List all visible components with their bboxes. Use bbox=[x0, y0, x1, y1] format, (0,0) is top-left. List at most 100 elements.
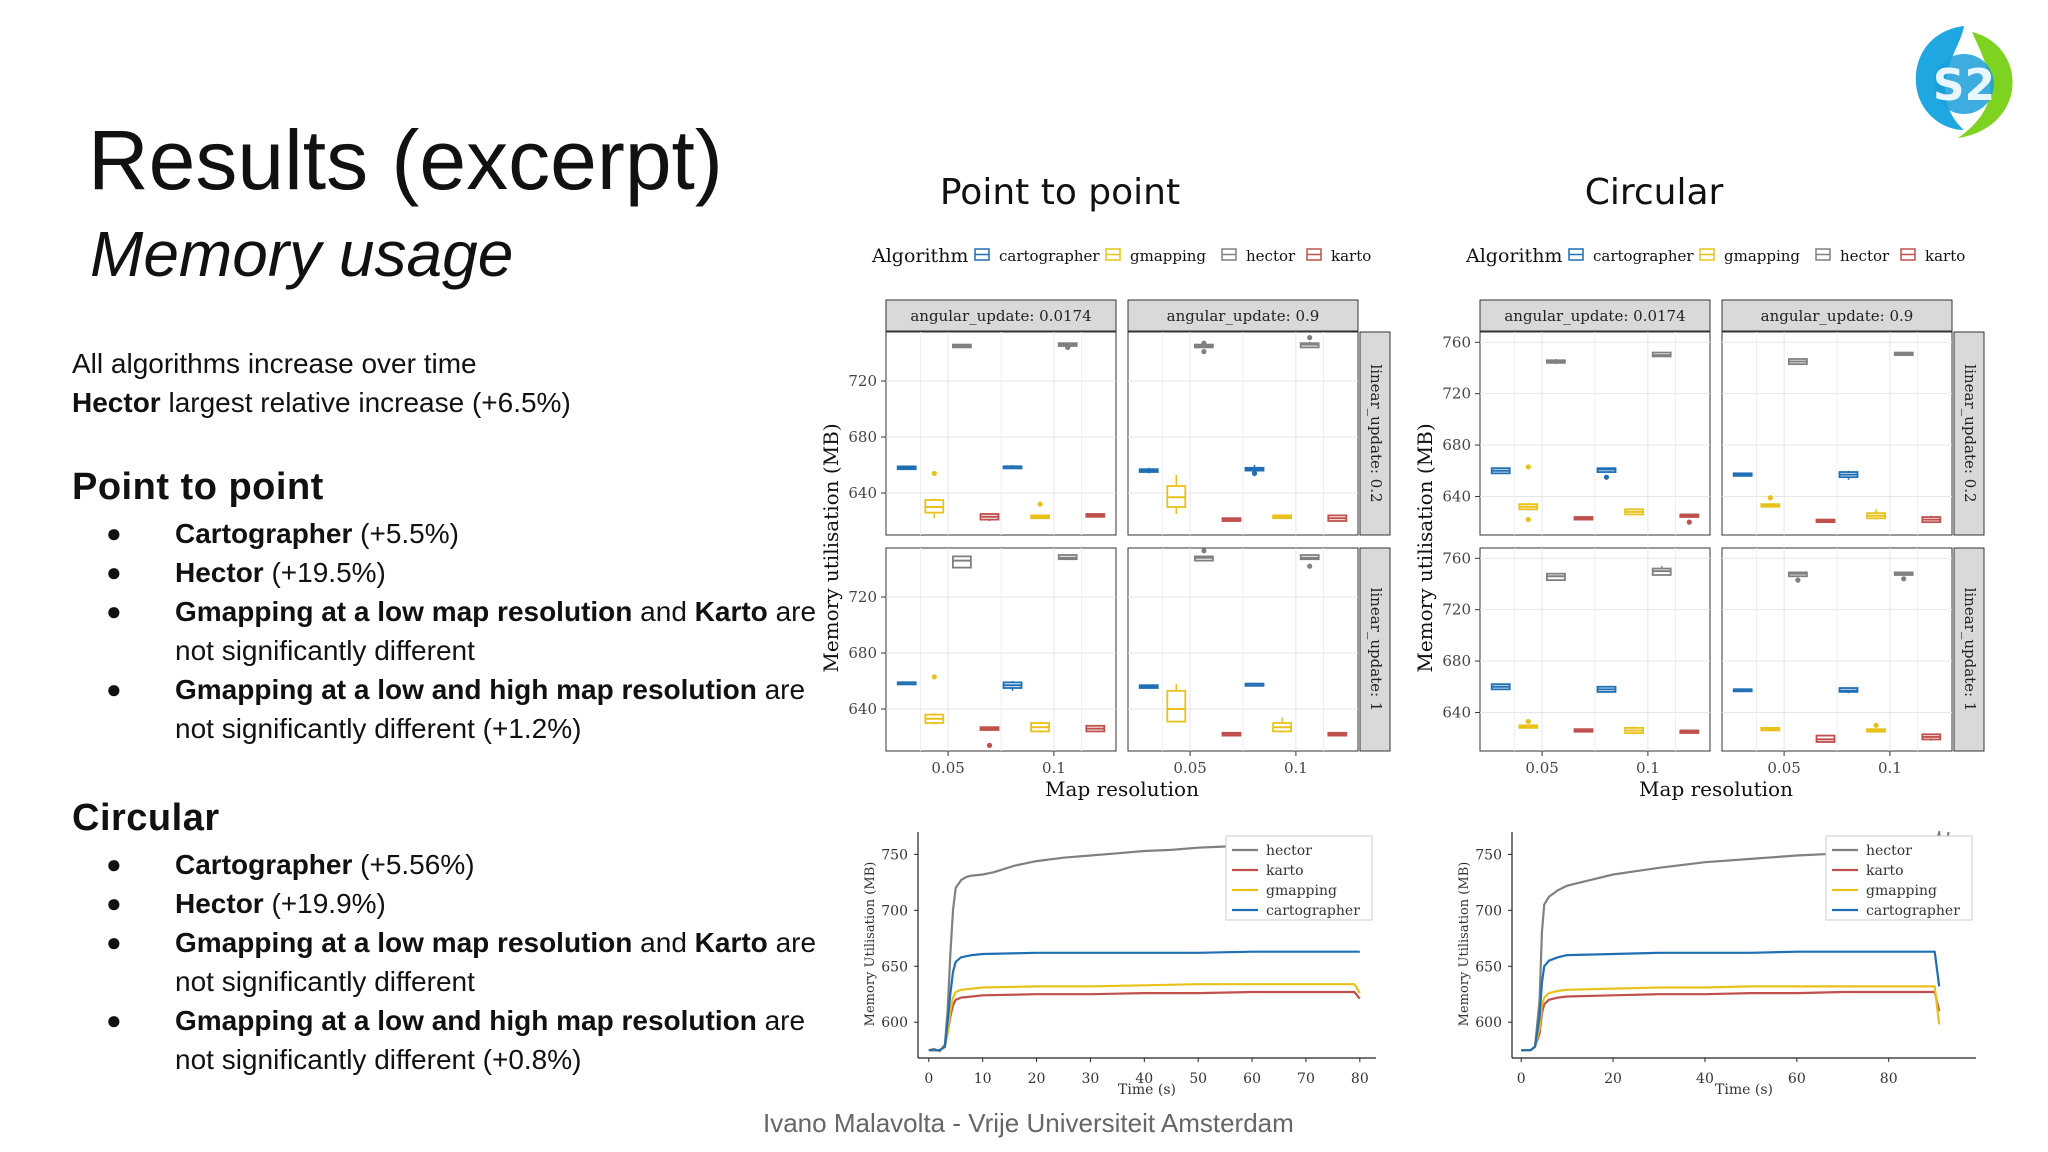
facet-col-label: angular_update: 0.0174 bbox=[1504, 307, 1685, 325]
bullet-text: Hector (+19.5%) bbox=[175, 553, 386, 592]
legend-item-karto: karto bbox=[1900, 247, 1965, 265]
legend-label: hector bbox=[1246, 247, 1296, 265]
linechart-point-to-point: 600 650 700 750 0 10 20 30 40 50 60 70 80 Time (s) Mem… bbox=[863, 832, 1376, 1096]
bold-text: Cartographer bbox=[175, 518, 353, 549]
box-cartographer-0.05 bbox=[1732, 688, 1753, 693]
x-tick-label: 50 bbox=[1189, 1071, 1207, 1087]
intro-line: All algorithms increase over time bbox=[72, 344, 477, 383]
box-gmapping-0.05 bbox=[1166, 474, 1187, 514]
box-cartographer-0.1 bbox=[1596, 467, 1617, 480]
bullet-text: Gmapping at a low and high map resolutio… bbox=[175, 670, 805, 709]
legend-label: cartographer bbox=[1593, 247, 1694, 265]
x-tick-label: 80 bbox=[1880, 1071, 1898, 1087]
s2-group-logo-icon: S2 bbox=[1898, 14, 2028, 144]
y-tick-label: 680 bbox=[1442, 436, 1471, 454]
box-karto-0.05 bbox=[979, 513, 1000, 521]
plain-text: not significantly different bbox=[175, 635, 475, 666]
box-karto-0.05 bbox=[1815, 518, 1836, 524]
outlier-point bbox=[931, 470, 937, 476]
x-tick-label: 10 bbox=[974, 1071, 992, 1087]
y-axis-label: Memory utilisation (MB) bbox=[1413, 423, 1437, 672]
box-karto-0.1 bbox=[1921, 515, 1942, 524]
legend-item-gmapping: gmapping bbox=[1232, 883, 1337, 899]
x-tick-label: 20 bbox=[1028, 1071, 1046, 1087]
outlier-point bbox=[1767, 495, 1773, 501]
outlier-point bbox=[1873, 722, 1879, 728]
legend-label: gmapping bbox=[1266, 883, 1337, 899]
box-karto-0.1 bbox=[1085, 513, 1106, 518]
legend-item-hector: hector bbox=[1232, 843, 1312, 859]
facet-strip-col bbox=[1721, 299, 1953, 332]
legend-label: cartographer bbox=[1866, 903, 1960, 919]
legend-item-gmapping: gmapping bbox=[1699, 247, 1800, 265]
y-tick-label: 640 bbox=[848, 484, 877, 502]
legend-label: cartographer bbox=[1266, 903, 1360, 919]
legend-item-hector: hector bbox=[1221, 247, 1296, 265]
facet-panel: 640 680 720 0.05 0.1 bbox=[848, 547, 1117, 777]
x-axis-label: Time (s) bbox=[1715, 1082, 1773, 1096]
plain-text: (+5.56%) bbox=[352, 849, 475, 880]
bullet-dot: ● bbox=[106, 1005, 122, 1035]
chart-title: Circular bbox=[1585, 172, 1724, 213]
bullet-dot: ● bbox=[106, 557, 122, 587]
outlier-point bbox=[1901, 576, 1907, 582]
plain-text: (+19.5%) bbox=[263, 557, 386, 588]
facet-panel bbox=[1127, 331, 1359, 536]
bullet-dot: ● bbox=[106, 518, 122, 548]
box-karto-0.05 bbox=[1815, 734, 1836, 743]
line-legend: hector karto gmapping cartographer bbox=[1225, 835, 1373, 921]
y-tick-label: 720 bbox=[1442, 601, 1471, 619]
box-gmapping-0.1 bbox=[1030, 721, 1051, 733]
x-tick-label: 0.05 bbox=[1767, 759, 1800, 777]
plain-text: not significantly different (+0.8%) bbox=[175, 1044, 582, 1075]
bullet-dot: ● bbox=[106, 596, 122, 626]
legend-label: gmapping bbox=[1866, 883, 1937, 899]
section-heading: Circular bbox=[72, 797, 220, 839]
box-hector-0.1 bbox=[1057, 554, 1078, 561]
plain-text: (+5.5%) bbox=[352, 518, 459, 549]
bold-text: Karto bbox=[694, 596, 768, 627]
legend-title: Algorithm bbox=[871, 245, 968, 267]
box-hector-0.05 bbox=[952, 555, 972, 569]
boxplot-circular: Circular Algorithm cartographer gmapping hec… bbox=[1413, 172, 1985, 801]
bullet-dot: ● bbox=[106, 849, 122, 879]
bold-text: Hector bbox=[175, 888, 264, 919]
x-tick-label: 60 bbox=[1788, 1071, 1806, 1087]
bullet-dot: ● bbox=[106, 674, 122, 704]
intro-text-span: All algorithms increase over time bbox=[72, 348, 477, 379]
x-tick-label: 0.05 bbox=[1525, 759, 1558, 777]
facet-row-label: linear_update: 1 bbox=[1367, 588, 1385, 712]
x-tick-label: 0.1 bbox=[1284, 759, 1308, 777]
x-tick-label: 0.1 bbox=[1636, 759, 1660, 777]
box-cartographer-0.1 bbox=[1838, 687, 1859, 694]
bullet-text: Hector (+19.9%) bbox=[175, 884, 386, 923]
legend-label: karto bbox=[1266, 863, 1304, 879]
plain-text: are bbox=[756, 674, 806, 705]
box-karto-0.05 bbox=[1221, 517, 1242, 522]
slide-title: Results (excerpt) bbox=[88, 113, 723, 207]
series-line-karto bbox=[928, 990, 1361, 1052]
legend-item-gmapping: gmapping bbox=[1832, 883, 1937, 899]
outlier-point bbox=[1525, 464, 1531, 470]
y-tick-label: 650 bbox=[881, 959, 908, 975]
x-axis-label: Map resolution bbox=[1045, 777, 1199, 801]
box-cartographer-0.05 bbox=[1138, 684, 1159, 689]
outlier-point bbox=[1201, 340, 1207, 346]
facet-strip-row bbox=[1359, 547, 1391, 752]
bullet-text: Cartographer (+5.5%) bbox=[175, 514, 459, 553]
plain-text: are bbox=[767, 927, 817, 958]
box-gmapping-0.05 bbox=[1518, 464, 1539, 523]
facet-strip-col bbox=[1479, 299, 1711, 332]
box-gmapping-0.1 bbox=[1866, 722, 1887, 733]
y-tick-label: 720 bbox=[848, 372, 877, 390]
bullet-text: not significantly different bbox=[175, 962, 475, 1001]
box-hector-0.05 bbox=[952, 343, 972, 349]
outlier-point bbox=[1201, 349, 1207, 355]
y-tick-label: 700 bbox=[881, 903, 908, 919]
legend-item-cartographer: cartographer bbox=[974, 247, 1100, 265]
x-tick-label: 80 bbox=[1351, 1071, 1369, 1087]
outlier-point bbox=[1603, 474, 1610, 480]
chart-title: Point to point bbox=[940, 172, 1180, 213]
box-hector-0.1 bbox=[1057, 342, 1078, 350]
facet-panel: 640 680 720 760 0.05 0.1 bbox=[1442, 547, 1711, 777]
